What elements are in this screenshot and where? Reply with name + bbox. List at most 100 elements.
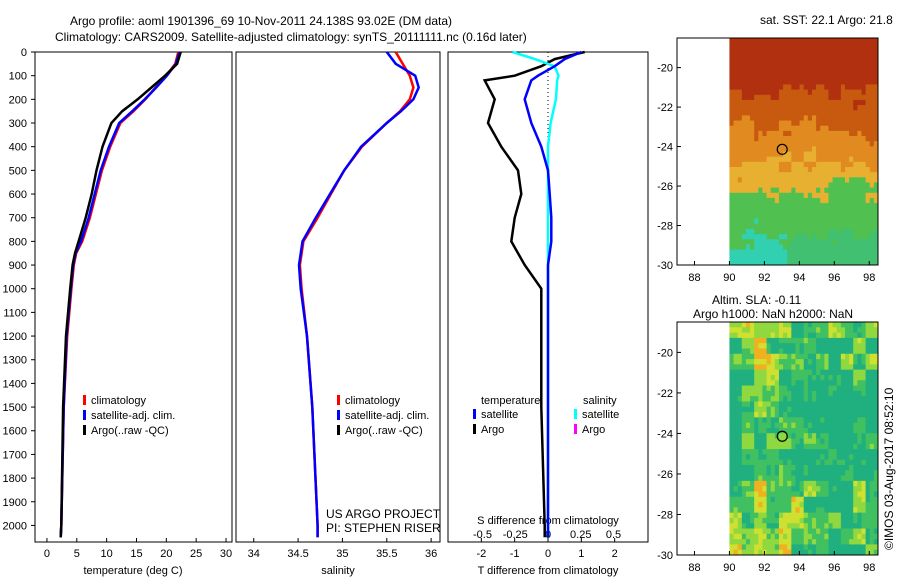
map-cell <box>787 84 792 91</box>
map-cell <box>861 151 867 158</box>
map-cell <box>861 208 867 214</box>
map-cell <box>787 187 792 194</box>
map-cell <box>828 239 834 245</box>
map-cell <box>828 197 834 204</box>
map-cell <box>774 48 780 54</box>
map-cell <box>836 197 842 204</box>
map-cell <box>795 374 801 381</box>
map-cell <box>787 491 792 498</box>
map-cell <box>849 141 854 147</box>
map-cell <box>783 480 788 487</box>
map-cell <box>861 192 867 199</box>
map-cell <box>729 396 735 402</box>
map-cell <box>741 120 747 127</box>
map-cell <box>770 486 776 492</box>
map-cell <box>762 322 768 328</box>
map-cell <box>873 43 879 49</box>
map-cell <box>778 480 784 487</box>
map-cell <box>758 359 763 365</box>
map-cell <box>840 208 846 214</box>
map-cell <box>844 369 850 376</box>
map-cell <box>766 63 772 70</box>
map-cell <box>750 151 755 158</box>
map-cell <box>754 105 759 111</box>
map-cell <box>803 449 809 455</box>
map-cell <box>816 136 821 142</box>
map-cell <box>836 94 842 101</box>
map-cell <box>774 480 780 487</box>
map-cell <box>840 156 846 163</box>
map-cell <box>849 343 854 349</box>
map-cell <box>750 136 755 142</box>
map-cell <box>741 172 747 178</box>
map-cell <box>861 120 867 127</box>
map-cell <box>816 38 821 44</box>
map-cell <box>774 491 780 498</box>
map-cell <box>836 177 842 183</box>
map-cell <box>807 464 813 471</box>
map-cell <box>820 63 825 70</box>
map-cell <box>741 182 747 189</box>
map-cell <box>849 507 854 514</box>
map-cell <box>824 385 829 392</box>
map-cell <box>820 172 825 178</box>
map-cell <box>849 172 854 178</box>
map-cell <box>774 68 780 75</box>
map-cell <box>741 58 747 65</box>
map-cell <box>758 502 763 508</box>
map-cell <box>762 63 768 70</box>
map-cell <box>783 396 788 402</box>
map-cell <box>816 544 821 551</box>
map-cell <box>795 228 801 235</box>
map-cell <box>836 396 842 402</box>
map-cell <box>807 438 813 445</box>
map-cell <box>791 120 796 127</box>
map-cell <box>737 512 743 519</box>
map-x-tick-label: 98 <box>863 562 875 574</box>
map-cell <box>758 337 763 344</box>
map-cell <box>766 512 772 519</box>
map-cell <box>783 244 788 251</box>
map-cell <box>754 228 759 235</box>
map-cell <box>832 68 838 75</box>
map-cell <box>820 517 825 524</box>
map-cell <box>729 322 735 328</box>
map-cell <box>807 470 813 477</box>
map-cell <box>811 125 817 132</box>
map-cell <box>745 332 751 339</box>
map-cell <box>873 234 879 240</box>
map-cell <box>861 249 867 256</box>
map-cell <box>733 459 739 466</box>
map-cell <box>733 364 739 371</box>
map-cell <box>803 385 809 392</box>
map-cell <box>836 48 842 54</box>
map-cell <box>754 182 759 189</box>
map-cell <box>824 218 829 225</box>
map-cell <box>750 213 755 220</box>
map-cell <box>795 130 801 137</box>
map-cell <box>849 353 854 360</box>
map-cell <box>795 48 801 54</box>
map-cell <box>857 48 862 54</box>
map-cell <box>820 197 825 204</box>
map-cell <box>816 172 821 178</box>
map-cell <box>869 38 875 44</box>
map-cell <box>795 234 801 240</box>
map-cell <box>824 353 829 360</box>
map-cell <box>836 374 842 381</box>
map-cell <box>836 459 842 466</box>
map-cell <box>791 549 796 556</box>
map-cell <box>840 496 846 503</box>
map-cell <box>733 187 739 194</box>
map-cell <box>803 228 809 235</box>
map-cell <box>869 528 875 535</box>
map-cell <box>844 115 850 122</box>
map-cell <box>766 234 772 240</box>
map-cell <box>828 337 834 344</box>
map-cell <box>745 549 751 556</box>
map-cell <box>828 130 834 137</box>
map-cell <box>741 348 747 355</box>
map-cell <box>770 74 776 80</box>
map-cell <box>849 396 854 402</box>
map-cell <box>873 528 879 535</box>
